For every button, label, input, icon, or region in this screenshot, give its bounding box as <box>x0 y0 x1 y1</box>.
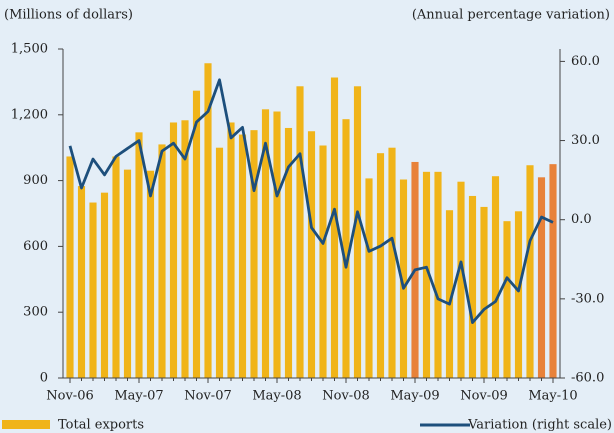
y-tick-label: 900 <box>23 173 48 188</box>
x-tick-label: Nov-09 <box>460 389 507 404</box>
bar <box>192 90 201 378</box>
bar <box>491 176 500 378</box>
bar <box>181 120 189 379</box>
bar <box>169 122 178 378</box>
bar <box>537 177 546 378</box>
bar <box>66 156 74 378</box>
bar <box>273 111 281 378</box>
bar <box>445 210 454 378</box>
bar <box>307 131 316 378</box>
bar <box>365 178 373 378</box>
x-tick-label: May-09 <box>390 389 439 404</box>
bar <box>514 211 523 378</box>
y2-tick-label: -60.0 <box>571 371 604 386</box>
line <box>68 78 554 324</box>
bar <box>261 109 270 379</box>
bar <box>89 202 97 378</box>
bar <box>215 147 224 378</box>
y-tick-label: 0 <box>40 371 48 386</box>
bar <box>549 164 557 378</box>
bar <box>376 153 385 378</box>
bar <box>77 186 86 378</box>
x-tick-label: Nov-07 <box>184 389 231 404</box>
x-tick-label: Nov-06 <box>46 389 93 404</box>
bar <box>388 147 396 378</box>
bar <box>480 206 488 378</box>
legend-swatch <box>2 420 50 429</box>
bar <box>123 169 132 378</box>
y-tick-label: 600 <box>23 239 48 254</box>
bar <box>135 132 143 378</box>
x-tick-label: May-08 <box>252 389 301 404</box>
bar <box>468 195 477 378</box>
bar <box>319 145 327 378</box>
bar <box>457 181 465 378</box>
bar <box>526 165 534 378</box>
y-axis-label: (Millions of dollars) <box>4 8 133 23</box>
bar <box>284 127 293 379</box>
legend-label: Variation (right scale) <box>467 418 612 433</box>
bar <box>422 171 431 378</box>
y2-tick-label: 0.0 <box>571 212 592 227</box>
bar <box>227 122 235 378</box>
bar <box>112 156 120 378</box>
y2-tick-label: 30.0 <box>571 133 600 148</box>
bar <box>353 86 362 378</box>
bar <box>434 171 442 378</box>
bar <box>330 77 339 378</box>
x-tick-label: May-07 <box>114 389 163 404</box>
bar <box>342 119 350 378</box>
y2-tick-label: 60.0 <box>571 54 600 69</box>
bar <box>204 63 212 379</box>
bar <box>503 221 511 378</box>
bar <box>238 134 247 378</box>
legend-label: Total exports <box>58 418 144 433</box>
y2-axis-label: (Annual percentage variation) <box>412 8 610 23</box>
y-tick-label: 1,500 <box>11 42 48 57</box>
x-tick-label: Nov-08 <box>322 389 369 404</box>
x-tick-label: May-10 <box>528 389 577 404</box>
bar <box>100 192 109 378</box>
bar <box>158 144 166 378</box>
bar <box>399 179 408 378</box>
y-tick-label: 300 <box>23 305 48 320</box>
bar <box>146 170 155 378</box>
y-tick-label: 1,200 <box>11 107 48 122</box>
y2-tick-label: -30.0 <box>571 291 604 306</box>
bar <box>296 86 304 378</box>
bar <box>250 130 258 378</box>
